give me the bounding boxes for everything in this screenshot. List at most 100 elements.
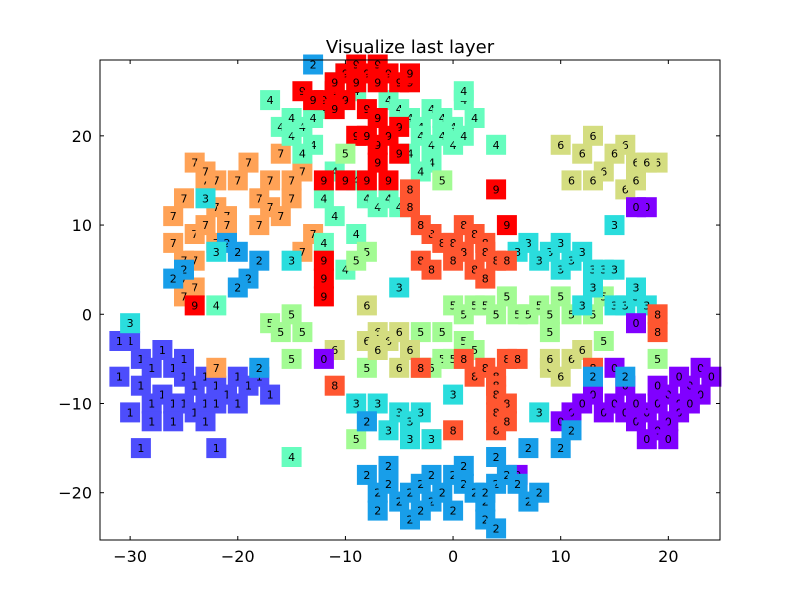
data-point-label: 7 bbox=[202, 166, 209, 179]
data-point-label: 5 bbox=[557, 290, 564, 303]
data-point-label: 8 bbox=[417, 362, 424, 375]
data-point-label: 4 bbox=[213, 299, 220, 312]
data-point-marker bbox=[453, 455, 474, 476]
data-point-label: 6 bbox=[385, 335, 392, 348]
data-point-label: 7 bbox=[191, 157, 198, 170]
data-point-label: 5 bbox=[363, 362, 370, 375]
data-point-label: 4 bbox=[310, 112, 317, 125]
data-point-marker bbox=[561, 420, 582, 441]
data-point-label: 0 bbox=[579, 398, 586, 411]
data-point-marker bbox=[206, 438, 227, 459]
data-point-label: 3 bbox=[514, 246, 521, 259]
data-point-label: 3 bbox=[579, 246, 586, 259]
data-point-marker bbox=[464, 108, 485, 128]
data-point-marker bbox=[292, 143, 313, 164]
data-point-marker bbox=[626, 170, 646, 191]
data-point-label: 8 bbox=[471, 228, 478, 241]
data-point-marker bbox=[313, 188, 334, 209]
data-point-label: 8 bbox=[331, 380, 338, 393]
data-point-label: 5 bbox=[439, 174, 446, 187]
data-point-marker bbox=[410, 357, 431, 378]
data-point-label: 7 bbox=[299, 246, 306, 259]
data-point-marker bbox=[249, 215, 270, 236]
data-point-label: 2 bbox=[493, 478, 500, 491]
data-point-label: 0 bbox=[643, 406, 650, 419]
x-tick-label: −10 bbox=[329, 547, 363, 566]
data-point-marker bbox=[583, 170, 603, 191]
data-point-label: 4 bbox=[407, 148, 414, 161]
data-point-label: 0 bbox=[697, 362, 704, 375]
data-point-label: 7 bbox=[256, 192, 263, 205]
data-point-label: 0 bbox=[697, 389, 704, 402]
x-tick-label: 10 bbox=[551, 547, 571, 566]
data-point-label: 8 bbox=[460, 353, 467, 366]
data-point-marker bbox=[583, 125, 603, 146]
data-point-label: 8 bbox=[428, 228, 435, 241]
data-point-marker bbox=[410, 215, 431, 236]
data-point-label: 8 bbox=[654, 308, 661, 321]
data-point-label: 8 bbox=[654, 326, 661, 339]
data-point-label: 2 bbox=[417, 478, 424, 491]
data-point-marker bbox=[453, 125, 474, 146]
data-point-marker bbox=[486, 134, 507, 155]
data-point-marker bbox=[356, 411, 377, 432]
data-point-label: 6 bbox=[568, 174, 575, 187]
data-point-label: 3 bbox=[353, 398, 360, 411]
data-point-label: 3 bbox=[579, 299, 586, 312]
data-point-label: 2 bbox=[590, 371, 597, 384]
data-point-marker bbox=[195, 215, 216, 236]
data-point-label: 2 bbox=[622, 371, 629, 384]
data-point-label: 1 bbox=[245, 380, 252, 393]
data-point-label: 3 bbox=[417, 406, 424, 419]
data-point-marker bbox=[195, 188, 216, 209]
data-point-marker bbox=[701, 366, 722, 387]
data-point-label: 4 bbox=[267, 94, 274, 107]
data-point-marker bbox=[281, 250, 302, 271]
data-point-label: 8 bbox=[460, 219, 467, 232]
data-point-label: 6 bbox=[611, 148, 618, 161]
data-point-label: 6 bbox=[600, 166, 607, 179]
data-point-marker bbox=[356, 170, 377, 191]
data-point-label: 2 bbox=[363, 415, 370, 428]
data-point-label: 4 bbox=[439, 130, 446, 143]
data-point-label: 5 bbox=[471, 344, 478, 357]
data-point-label: 2 bbox=[417, 505, 424, 518]
data-point-label: 5 bbox=[417, 326, 424, 339]
data-point-label: 2 bbox=[385, 460, 392, 473]
data-point-marker bbox=[658, 429, 679, 450]
data-point-marker bbox=[443, 420, 464, 441]
data-point-label: 2 bbox=[170, 273, 177, 286]
data-point-label: 8 bbox=[482, 362, 489, 375]
data-point-label: 4 bbox=[460, 130, 467, 143]
data-point-label: 3 bbox=[396, 282, 403, 295]
data-point-marker bbox=[206, 295, 227, 316]
data-point-label: 9 bbox=[353, 130, 360, 143]
data-point-marker bbox=[217, 215, 237, 236]
data-point-marker bbox=[109, 366, 130, 387]
data-point-marker bbox=[410, 402, 431, 423]
data-point-marker bbox=[432, 482, 453, 503]
data-point-label: 2 bbox=[525, 496, 532, 509]
data-point-label: 4 bbox=[417, 130, 424, 143]
data-point-label: 4 bbox=[385, 192, 392, 205]
data-point-label: 4 bbox=[428, 139, 435, 152]
data-point-label: 9 bbox=[374, 139, 381, 152]
data-point-label: 8 bbox=[514, 353, 521, 366]
data-point-marker bbox=[356, 125, 377, 146]
data-point-marker bbox=[486, 447, 507, 467]
data-point-marker bbox=[356, 464, 377, 485]
data-point-marker bbox=[281, 304, 302, 325]
data-point-label: 8 bbox=[503, 255, 510, 268]
data-point-label: 4 bbox=[353, 174, 360, 187]
data-point-marker bbox=[378, 455, 399, 476]
data-point-label: 0 bbox=[633, 415, 640, 428]
data-point-label: 7 bbox=[277, 148, 284, 161]
data-point-label: 1 bbox=[213, 398, 220, 411]
data-point-label: 8 bbox=[450, 255, 457, 268]
data-point-label: 2 bbox=[450, 469, 457, 482]
data-point-marker bbox=[281, 170, 302, 191]
data-point-label: 2 bbox=[471, 487, 478, 500]
data-point-label: 1 bbox=[181, 398, 188, 411]
data-point-marker bbox=[626, 393, 646, 414]
